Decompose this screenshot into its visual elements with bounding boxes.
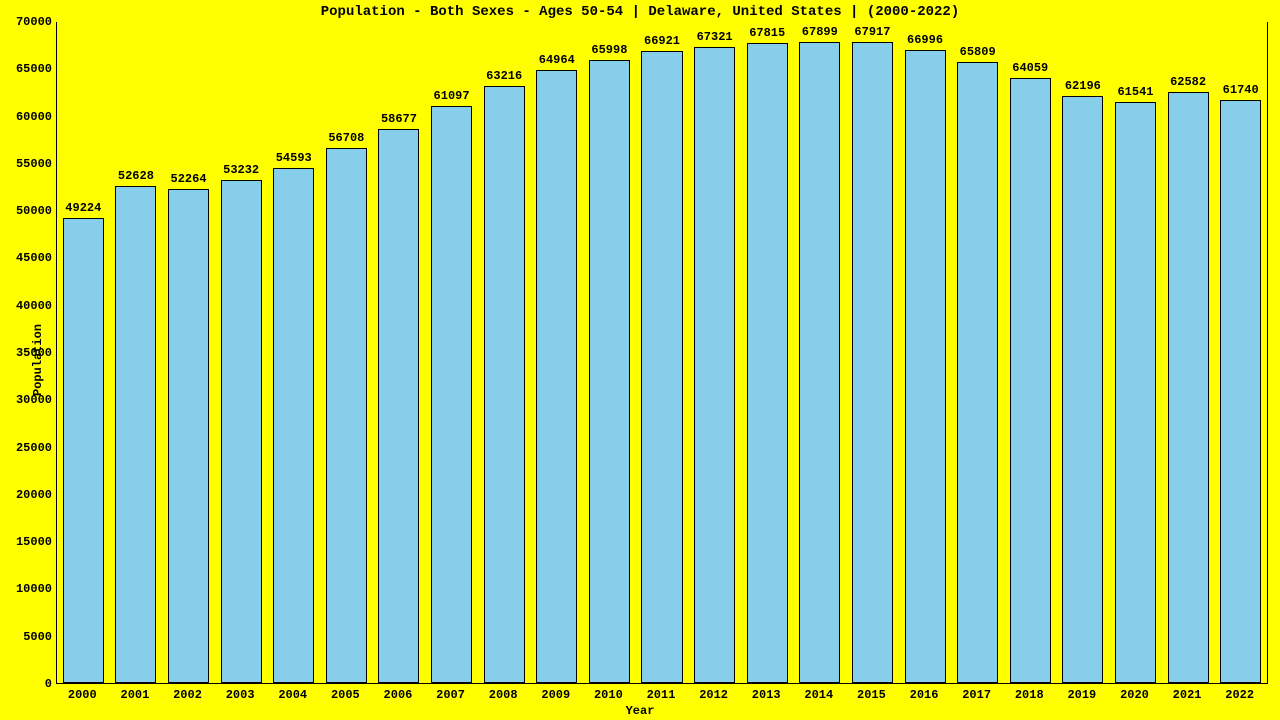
y-tick-label: 20000	[2, 488, 52, 502]
plot-area: 49224 52628 52264 53232 54593 56708 58677 61097…	[56, 22, 1268, 684]
x-tick-label: 2004	[278, 688, 307, 702]
bar-value-label: 62582	[1170, 75, 1206, 89]
x-tick-label: 2014	[804, 688, 833, 702]
y-tick-label: 70000	[2, 15, 52, 29]
bar-value-label: 67321	[697, 30, 733, 44]
y-tick-label: 5000	[2, 630, 52, 644]
bar	[221, 180, 262, 683]
bar-value-label: 58677	[381, 112, 417, 126]
x-tick-label: 2011	[647, 688, 676, 702]
bar	[957, 62, 998, 683]
x-tick-label: 2003	[226, 688, 255, 702]
bar-value-label: 64059	[1012, 61, 1048, 75]
bar-value-label: 64964	[539, 53, 575, 67]
bar-value-label: 62196	[1065, 79, 1101, 93]
bar-value-label: 67917	[854, 25, 890, 39]
bar-value-label: 56708	[328, 131, 364, 145]
bar	[536, 70, 577, 683]
bar	[378, 129, 419, 683]
bar-value-label: 63216	[486, 69, 522, 83]
x-tick-label: 2015	[857, 688, 886, 702]
y-tick-label: 30000	[2, 393, 52, 407]
bar-value-label: 65809	[960, 45, 996, 59]
bar-value-label: 52264	[171, 172, 207, 186]
bar	[641, 51, 682, 683]
bar	[484, 86, 525, 683]
y-tick-label: 50000	[2, 204, 52, 218]
bar	[1010, 78, 1051, 683]
bar-value-label: 66996	[907, 33, 943, 47]
bar	[694, 47, 735, 683]
bar	[1220, 100, 1261, 683]
x-axis-label: Year	[0, 704, 1280, 718]
bar-value-label: 54593	[276, 151, 312, 165]
bar-value-label: 53232	[223, 163, 259, 177]
x-tick-label: 2021	[1173, 688, 1202, 702]
bar-value-label: 61097	[434, 89, 470, 103]
bar	[1168, 92, 1209, 683]
bar	[905, 50, 946, 683]
x-tick-label: 2019	[1067, 688, 1096, 702]
y-axis-label: Population	[31, 324, 45, 396]
x-tick-label: 2008	[489, 688, 518, 702]
y-tick-label: 25000	[2, 441, 52, 455]
y-tick-label: 10000	[2, 582, 52, 596]
x-tick-label: 2000	[68, 688, 97, 702]
x-tick-label: 2018	[1015, 688, 1044, 702]
bar-value-label: 67899	[802, 25, 838, 39]
y-tick-label: 0	[2, 677, 52, 691]
bar-value-label: 65998	[591, 43, 627, 57]
x-tick-label: 2020	[1120, 688, 1149, 702]
bar	[63, 218, 104, 683]
x-tick-label: 2007	[436, 688, 465, 702]
bar	[852, 42, 893, 683]
bar	[273, 168, 314, 684]
y-tick-label: 35000	[2, 346, 52, 360]
x-tick-label: 2017	[962, 688, 991, 702]
x-tick-label: 2009	[541, 688, 570, 702]
bar	[589, 60, 630, 683]
bar	[1115, 102, 1156, 683]
chart-title: Population - Both Sexes - Ages 50-54 | D…	[0, 4, 1280, 20]
y-tick-label: 15000	[2, 535, 52, 549]
x-tick-label: 2005	[331, 688, 360, 702]
bar-value-label: 61541	[1117, 85, 1153, 99]
bar	[1062, 96, 1103, 683]
bar-value-label: 61740	[1223, 83, 1259, 97]
bar-value-label: 52628	[118, 169, 154, 183]
chart-container: Population - Both Sexes - Ages 50-54 | D…	[0, 0, 1280, 720]
x-tick-label: 2001	[121, 688, 150, 702]
y-tick-label: 40000	[2, 299, 52, 313]
bar-value-label: 67815	[749, 26, 785, 40]
bar	[747, 43, 788, 683]
y-tick-label: 55000	[2, 157, 52, 171]
y-tick-label: 60000	[2, 110, 52, 124]
bar	[168, 189, 209, 683]
x-tick-label: 2012	[699, 688, 728, 702]
bar-value-label: 66921	[644, 34, 680, 48]
x-tick-label: 2002	[173, 688, 202, 702]
bar	[431, 106, 472, 683]
bar	[115, 186, 156, 683]
y-tick-label: 45000	[2, 251, 52, 265]
bar	[326, 148, 367, 683]
bars-layer: 49224 52628 52264 53232 54593 56708 58677 61097…	[57, 22, 1267, 683]
y-tick-label: 65000	[2, 62, 52, 76]
x-tick-label: 2013	[752, 688, 781, 702]
x-tick-label: 2006	[384, 688, 413, 702]
x-tick-label: 2022	[1225, 688, 1254, 702]
bar	[799, 42, 840, 683]
x-tick-label: 2010	[594, 688, 623, 702]
bar-value-label: 49224	[65, 201, 101, 215]
x-tick-label: 2016	[910, 688, 939, 702]
